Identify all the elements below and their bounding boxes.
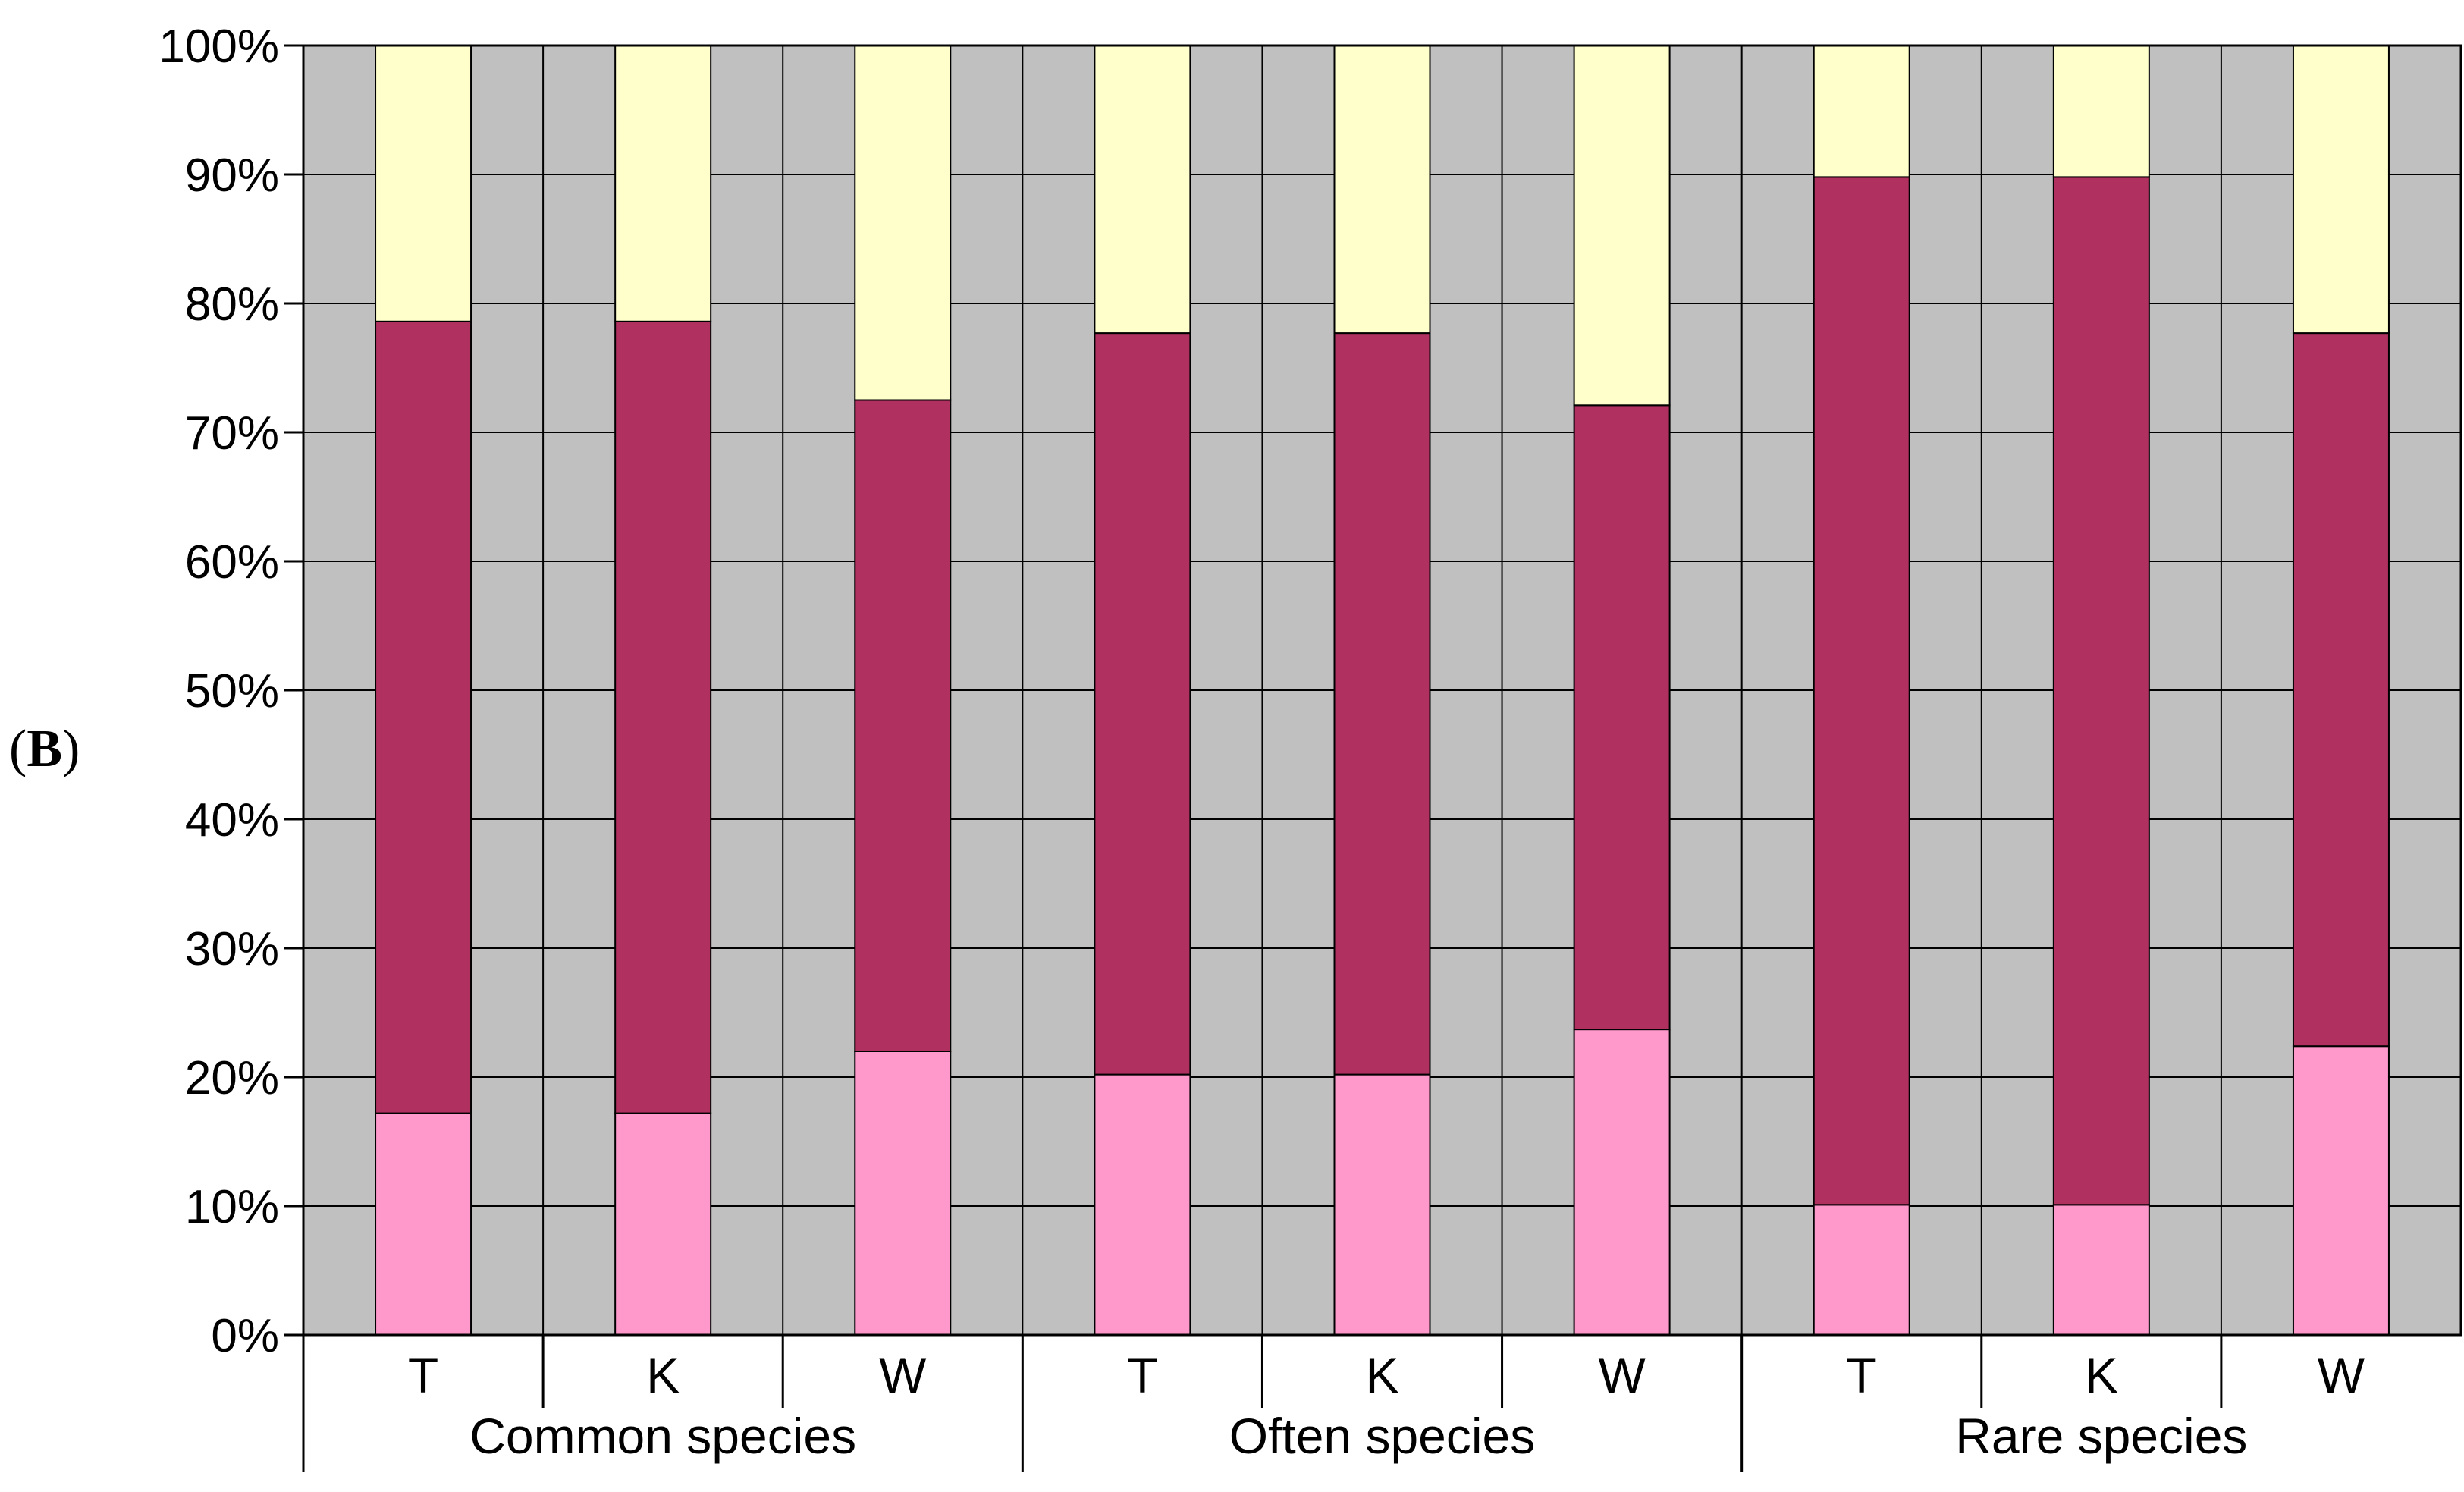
y-tick-label: 80%: [185, 278, 279, 331]
bar-segment-middle: [854, 399, 952, 1052]
y-tick-label: 0%: [211, 1310, 279, 1362]
bar-segment-top: [2052, 45, 2150, 178]
y-tick-label: 30%: [185, 923, 279, 975]
x-category-label: T: [1847, 1347, 1877, 1403]
x-category-label: T: [408, 1347, 438, 1403]
panel-label-close: ): [62, 720, 80, 778]
panel-label-letter: B: [27, 720, 62, 778]
x-category-label: W: [2318, 1347, 2365, 1403]
x-group-label: Often species: [1229, 1408, 1536, 1464]
bar-segment-middle: [2292, 332, 2390, 1048]
plot-border: [302, 44, 2462, 1337]
bar-segment-middle: [1573, 404, 1671, 1031]
y-tick-label: 70%: [185, 407, 279, 460]
bar-segment-top: [1813, 45, 1910, 178]
panel-label: (B): [9, 720, 80, 778]
bar-segment-middle: [1813, 176, 1910, 1206]
y-tick-label: 50%: [185, 665, 279, 718]
x-category-label: K: [2085, 1347, 2118, 1403]
x-category-label: W: [1598, 1347, 1646, 1403]
bar-segment-bottom: [1094, 1073, 1191, 1336]
plot-area: 0% 10% 20% 30% 40% 50% 60% 70% 80% 90% 100% T K W T K W T…: [159, 20, 2462, 1472]
bar-segment-middle: [375, 320, 472, 1114]
bar-segment-bottom: [1573, 1029, 1671, 1336]
y-tick-label: 20%: [185, 1052, 279, 1104]
bar-segment-bottom: [614, 1112, 712, 1336]
x-category-label: K: [646, 1347, 680, 1403]
bar-segment-top: [1573, 45, 1671, 407]
bar-segment-middle: [614, 320, 712, 1114]
bar-segment-middle: [1094, 332, 1191, 1076]
y-tick-label: 10%: [185, 1181, 279, 1233]
bar-segment-bottom: [1813, 1204, 1910, 1337]
bar-segment-bottom: [2292, 1045, 2390, 1336]
bar-segment-bottom: [375, 1112, 472, 1336]
x-group-label: Rare species: [1955, 1408, 2247, 1464]
y-tick-label: 90%: [185, 149, 279, 202]
x-category-label: T: [1127, 1347, 1157, 1403]
x-category-label: W: [879, 1347, 927, 1403]
bar-segment-top: [1094, 45, 1191, 335]
bar-segment-top: [375, 45, 472, 322]
bar-segment-middle: [2052, 176, 2150, 1206]
bar-segment-top: [854, 45, 952, 401]
bar-segment-top: [1333, 45, 1431, 335]
y-tick-label: 100%: [159, 20, 279, 73]
bar-segment-bottom: [1333, 1073, 1431, 1336]
y-tick-label: 60%: [185, 536, 279, 589]
y-tick-label: 40%: [185, 794, 279, 847]
bar-segment-top: [614, 45, 712, 322]
x-group-label: Common species: [469, 1408, 856, 1464]
bar-segment-bottom: [2052, 1204, 2150, 1337]
x-category-label: K: [1365, 1347, 1398, 1403]
bar-segment-bottom: [854, 1051, 952, 1336]
panel-label-open: (: [9, 720, 27, 778]
bar-segment-middle: [1333, 332, 1431, 1076]
bar-segment-top: [2292, 45, 2390, 335]
